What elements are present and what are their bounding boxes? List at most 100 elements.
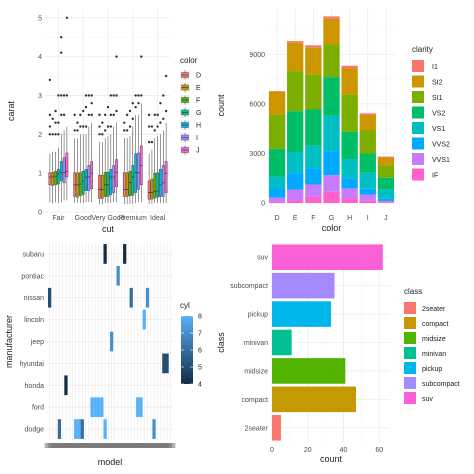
x-tick-label: 20	[304, 447, 312, 454]
box	[65, 152, 69, 178]
bar-segment	[341, 94, 358, 132]
x-axis-title: color	[322, 223, 342, 233]
outlier-point	[112, 94, 115, 97]
colorbar-label: 4	[198, 382, 202, 389]
bar-segment	[341, 68, 358, 95]
bar-segment	[359, 200, 376, 203]
y-tick-label: dodge	[25, 427, 45, 434]
y-axis-title: carat	[6, 101, 16, 122]
legend-key	[412, 137, 424, 150]
outlier-point	[90, 113, 93, 117]
legend-label: J	[196, 148, 200, 155]
outlier-point	[90, 94, 93, 97]
y-tick-label: compact	[242, 397, 269, 404]
outlier-point	[73, 113, 76, 117]
box	[101, 174, 104, 199]
outlier-point	[115, 109, 118, 113]
heatmap-tile	[145, 287, 150, 308]
x-axis-title: cut	[102, 224, 115, 234]
bar-segment	[341, 178, 358, 189]
box	[164, 161, 168, 193]
legend-key	[412, 75, 424, 88]
bar-segment	[305, 109, 322, 146]
legend-key	[404, 302, 416, 314]
heatmap-tile	[48, 287, 52, 308]
outlier-point	[101, 121, 104, 124]
bar-segment	[323, 16, 340, 19]
y-tick-label: 2seater	[245, 425, 269, 432]
bar-segment	[377, 202, 395, 203]
bar-segment	[341, 198, 358, 203]
heatmap-tile	[129, 287, 133, 308]
outlier-point	[54, 133, 57, 136]
x-tick-label: D	[275, 215, 280, 222]
box	[57, 169, 60, 185]
heatmap-tile	[57, 419, 62, 439]
legend-label: VVS1	[432, 157, 450, 164]
outlier-point	[87, 113, 91, 117]
outlier-point	[140, 55, 143, 58]
y-tick-label: lincoln	[24, 317, 44, 324]
outlier-point	[62, 113, 66, 117]
x-tick-label: Premium	[119, 215, 147, 222]
y-tick-label: ford	[32, 405, 44, 412]
x-tick-label: 0	[270, 447, 274, 454]
bar-segment	[359, 194, 376, 201]
bar-segment	[305, 74, 322, 110]
y-tick-label: 0	[261, 201, 265, 208]
heatmap-tile	[64, 375, 68, 396]
y-axis-title: manufacturer	[4, 315, 14, 368]
bar-segment	[359, 114, 376, 130]
box	[87, 165, 91, 191]
colorbar-label: 6	[198, 348, 202, 355]
outlier-point	[87, 94, 91, 97]
outlier-point	[137, 94, 140, 97]
bar-segment	[305, 184, 322, 197]
outlier-point	[159, 102, 162, 105]
box	[51, 172, 55, 186]
bar-segment	[287, 42, 304, 72]
outlier-point	[128, 125, 132, 128]
x-tick-label: E	[293, 215, 298, 222]
y-tick-label: honda	[25, 383, 45, 390]
outlier-point	[60, 113, 63, 117]
bar-segment	[341, 65, 358, 69]
outlier-point	[162, 94, 165, 97]
x-tick-label: J	[384, 215, 388, 222]
outlier-point	[57, 94, 60, 97]
bar-segment	[377, 200, 395, 203]
heatmap-tile	[152, 419, 156, 439]
y-tick-label: nissan	[24, 295, 44, 302]
x-tick-label: I	[367, 215, 369, 222]
outlier-point	[125, 129, 129, 132]
bar-segment	[268, 197, 286, 202]
outlier-point	[79, 125, 82, 128]
bar-segment	[305, 45, 322, 48]
bar-segment	[287, 189, 304, 201]
box	[98, 174, 101, 199]
bar-segment	[323, 77, 340, 116]
x-tick-label: Ideal	[150, 215, 166, 222]
bar-segment	[359, 153, 376, 173]
y-tick-label: 1	[38, 171, 42, 178]
outlier-point	[147, 113, 151, 117]
legend-key	[412, 106, 424, 119]
box	[128, 171, 132, 196]
bar-segment	[377, 177, 395, 190]
outlier-point	[48, 78, 52, 82]
box	[125, 172, 129, 197]
outlier-point	[147, 140, 151, 144]
bar-segment	[268, 201, 286, 203]
legend-label: VVS2	[432, 142, 450, 149]
outlier-point	[150, 140, 154, 144]
colorbar-label: 8	[198, 314, 202, 321]
bar-segment	[341, 131, 358, 160]
legend-key	[404, 377, 416, 389]
box	[62, 157, 66, 184]
bar	[272, 329, 292, 356]
x-tick-label: H	[347, 215, 352, 222]
bar-segment	[341, 188, 358, 199]
outlier-point	[164, 74, 168, 78]
legend-key	[412, 168, 424, 181]
heatmap-tile	[77, 419, 81, 439]
